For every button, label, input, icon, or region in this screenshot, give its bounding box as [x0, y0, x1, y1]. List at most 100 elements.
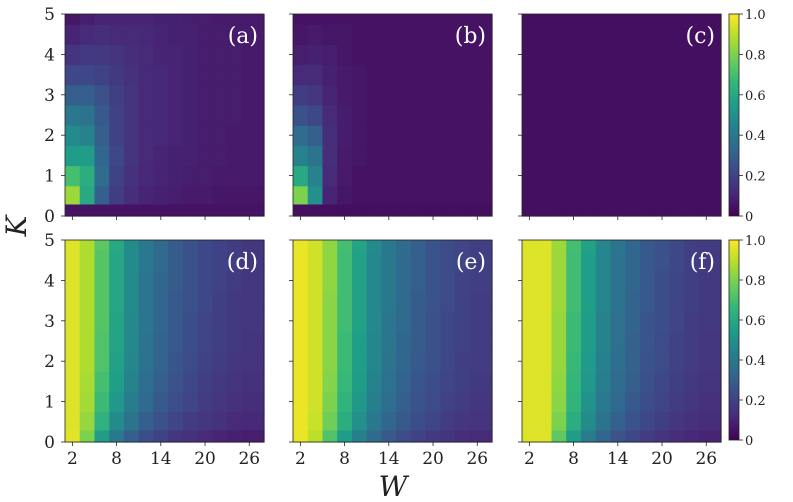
heatmap-cell: [522, 290, 538, 312]
heatmap-cell: [79, 351, 96, 372]
heatmap-cell: [639, 351, 656, 372]
heatmap-cell: [168, 104, 184, 126]
heatmap-cell: [293, 84, 309, 106]
heatmap-cell: [65, 165, 81, 187]
heatmap-cell: [153, 290, 169, 312]
colorbar-tick-label: 1.0: [745, 8, 766, 23]
heatmap-cell: [536, 24, 553, 45]
heatmap-cell: [381, 270, 397, 292]
heatmap-cell: [551, 185, 567, 205]
heatmap-cell: [182, 330, 199, 352]
heatmap-cell: [625, 270, 641, 292]
heatmap-cell: [212, 250, 228, 271]
heatmap-cell: [639, 145, 656, 167]
heatmap-cell: [322, 270, 338, 292]
heatmap-cell: [440, 165, 456, 187]
heatmap-cell: [227, 250, 243, 271]
heatmap-cell: [182, 44, 199, 66]
heatmap-cell: [684, 185, 700, 205]
heatmap-cell: [551, 411, 567, 431]
heatmap-cell: [168, 270, 184, 292]
heatmap-cell: [654, 411, 671, 431]
heatmap-cell: [654, 330, 671, 352]
heatmap-cell: [669, 44, 685, 66]
heatmap-cell: [109, 64, 125, 86]
heatmap-cell: [698, 250, 722, 271]
heatmap-cell: [182, 290, 199, 312]
heatmap-cell: [307, 104, 324, 126]
heatmap-cell: [669, 429, 685, 443]
heatmap-cell: [440, 351, 456, 372]
heatmap-cell: [109, 104, 125, 126]
heatmap-cell: [595, 310, 612, 332]
heatmap-cell: [65, 203, 81, 217]
colorbar-tick-label: 0.8: [745, 48, 766, 63]
heatmap-cell: [536, 330, 553, 352]
heatmap-cell: [212, 44, 228, 66]
heatmap-cell: [522, 310, 538, 332]
heatmap-cell: [522, 44, 538, 66]
heatmap-cell: [639, 330, 656, 352]
heatmap-cell: [153, 240, 169, 251]
heatmap-cell: [123, 14, 140, 25]
heatmap-cell: [425, 185, 442, 205]
heatmap-cell: [307, 371, 324, 393]
heatmap-cell: [625, 165, 641, 187]
heatmap-cell: [212, 203, 228, 217]
heatmap-cell: [381, 330, 397, 352]
heatmap-cell: [293, 270, 309, 292]
heatmap-cell: [212, 391, 228, 413]
heatmap-cell: [522, 203, 538, 217]
heatmap-cell: [241, 250, 265, 271]
heatmap-cell: [351, 44, 368, 66]
heatmap-cell: [396, 391, 412, 413]
heatmap-cell: [566, 64, 582, 86]
heatmap-cell: [94, 185, 110, 205]
heatmap-cell: [639, 240, 656, 251]
y-tick-label: 2: [44, 352, 55, 372]
heatmap-cell: [639, 125, 656, 146]
heatmap-cell: [522, 14, 538, 25]
heatmap-cell: [455, 64, 471, 86]
heatmap-cell: [366, 145, 383, 167]
heatmap-cell: [138, 84, 155, 106]
heatmap-cell: [293, 104, 309, 126]
heatmap-cell: [522, 64, 538, 86]
heatmap-cell: [307, 14, 324, 25]
heatmap-cell: [698, 270, 722, 292]
heatmap-cell: [610, 411, 626, 431]
heatmap-cell: [366, 310, 383, 332]
heatmap-cell: [168, 203, 184, 217]
heatmap-cell: [168, 240, 184, 251]
heatmap-cell: [381, 185, 397, 205]
heatmap-cell: [65, 64, 81, 86]
heatmap-cell: [351, 145, 368, 167]
heatmap-cell: [381, 24, 397, 45]
heatmap-cell: [212, 104, 228, 126]
heatmap-cell: [322, 84, 338, 106]
heatmap-cell: [566, 84, 582, 106]
panel-d: (d) 0 1 2 3 4 5 2 8 14 20 26: [44, 231, 265, 469]
heatmap-cell: [182, 429, 199, 443]
heatmap-cell: [94, 310, 110, 332]
heatmap-cell: [580, 330, 597, 352]
heatmap-cell: [109, 310, 125, 332]
heatmap-cell: [610, 310, 626, 332]
heatmap-cell: [536, 290, 553, 312]
heatmap-cell: [227, 310, 243, 332]
heatmap-cell: [307, 290, 324, 312]
heatmap-cell: [580, 429, 597, 443]
colorbar-tick-label: 0.4: [745, 129, 766, 144]
heatmap-cell: [351, 429, 368, 443]
heatmap-cell: [684, 411, 700, 431]
heatmap-cell: [94, 14, 110, 25]
heatmap-cell: [610, 84, 626, 106]
heatmap-cell: [65, 14, 81, 25]
heatmap-cell: [241, 203, 265, 217]
y-axis-label: K: [0, 213, 33, 237]
heatmap-cell: [123, 411, 140, 431]
heatmap-cell: [522, 391, 538, 413]
heatmap-cell: [580, 351, 597, 372]
heatmap-cell: [337, 371, 353, 393]
heatmap-cell: [227, 44, 243, 66]
